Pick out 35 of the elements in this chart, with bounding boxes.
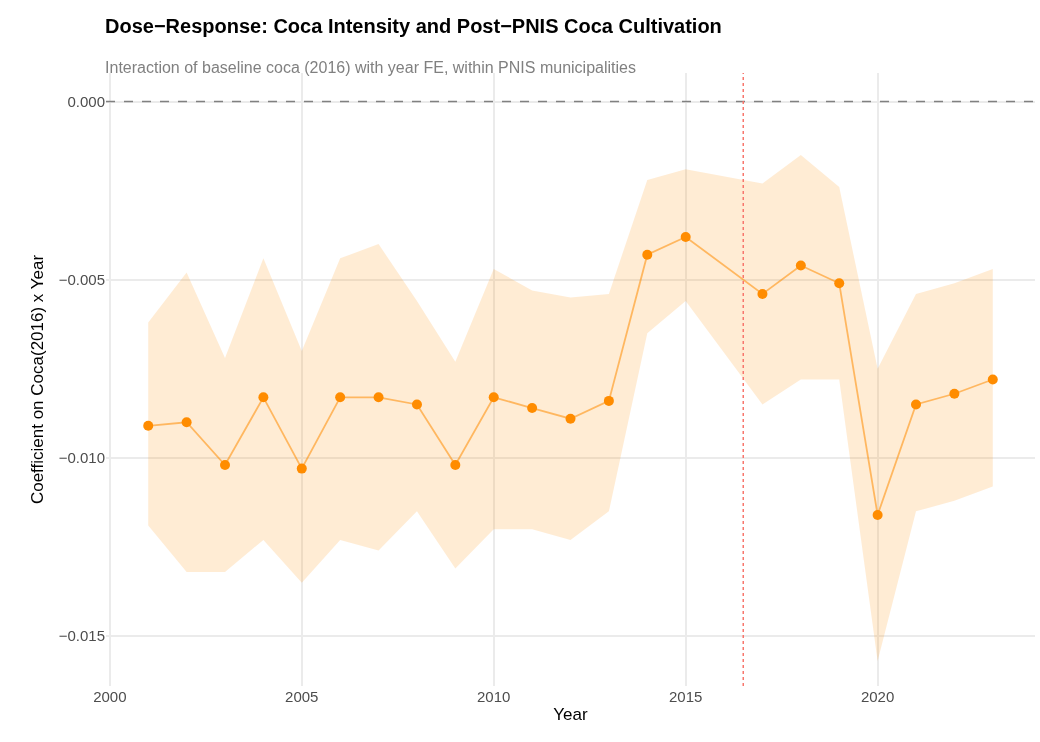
x-axis-title: Year [553,705,589,725]
point [488,392,499,403]
point [450,460,461,471]
x-tick-label: 2005 [285,688,319,705]
point [220,460,230,471]
point [987,374,998,385]
point [834,278,845,289]
point [949,388,960,399]
y-tick-label: −0.005 [58,270,105,288]
point [872,509,883,520]
point [603,395,614,406]
y-tick-label: −0.010 [58,449,105,467]
x-tick-label: 2000 [93,688,127,705]
point [565,413,576,424]
point [911,399,921,410]
point [527,403,538,414]
y-tick-label: −0.015 [58,627,105,645]
point [795,260,806,271]
point [411,399,422,410]
x-tick-label: 2015 [668,688,703,705]
x-tick-label: 2010 [477,688,511,705]
point [335,392,346,403]
y-axis-title: Coefficient on Coca(2016) x Year [28,254,48,505]
x-tick-label: 2020 [860,688,895,705]
point [642,249,653,260]
point [373,392,384,403]
point [296,463,307,474]
y-tick-label: 0.000 [67,92,105,110]
point [258,392,269,403]
chart-subtitle: Interaction of baseline coca (2016) with year FE, within PNIS municipalities [105,59,636,77]
point [143,420,154,431]
chart-title: Dose−Response: Coca Intensity and Post−PNIS Coca Cultivation [105,14,722,37]
point [680,231,691,242]
point [757,288,768,299]
point [181,417,192,428]
